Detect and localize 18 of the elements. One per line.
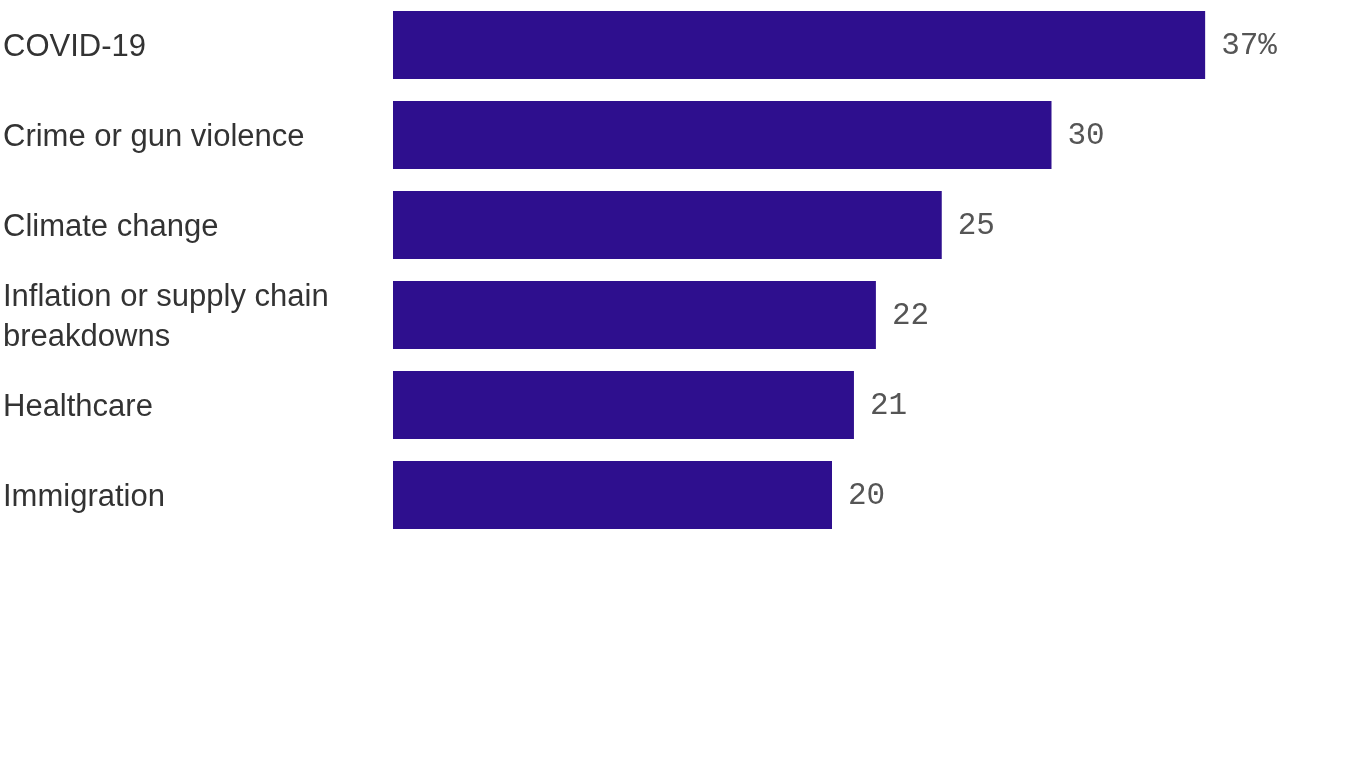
- data-label: 25: [957, 207, 995, 243]
- bar: [393, 191, 942, 259]
- y-tick-label: Immigration: [3, 477, 165, 513]
- bar: [393, 11, 1206, 79]
- y-tick-label: COVID-19: [3, 27, 146, 63]
- y-tick-label: Climate change: [3, 207, 219, 243]
- data-label: 21: [869, 387, 908, 423]
- bar: [393, 281, 876, 349]
- data-label: 37%: [1221, 27, 1278, 63]
- data-label: 20: [848, 477, 886, 513]
- y-tick-label: Healthcare: [3, 387, 153, 423]
- bar: [393, 371, 854, 439]
- data-label: 22: [891, 297, 930, 333]
- data-label: 30: [1067, 117, 1105, 153]
- y-tick-label: Inflation or supply chain breakdowns: [3, 277, 338, 353]
- y-tick-label: Crime or gun violence: [3, 117, 305, 153]
- bar: [393, 101, 1052, 169]
- bar: [393, 461, 832, 529]
